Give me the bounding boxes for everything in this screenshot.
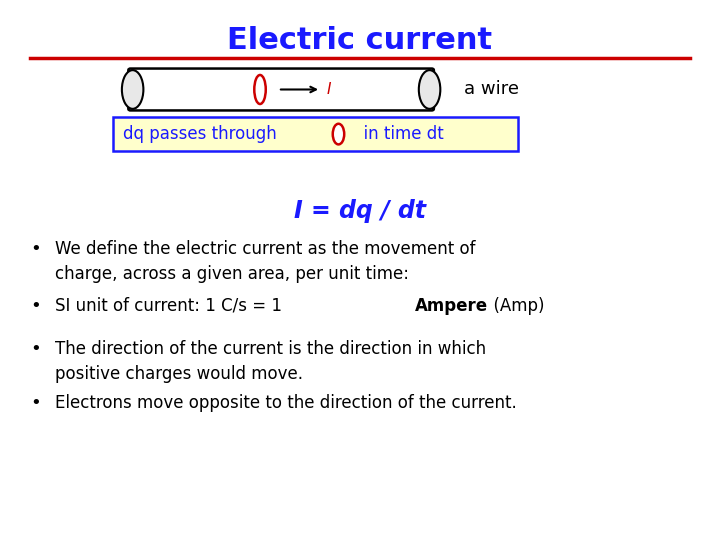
Text: Ampere: Ampere — [415, 297, 487, 315]
Text: in time dt: in time dt — [353, 125, 444, 143]
Text: SI unit of current: 1 C/s = 1: SI unit of current: 1 C/s = 1 — [55, 297, 287, 315]
Text: •: • — [30, 240, 41, 259]
Ellipse shape — [419, 70, 441, 109]
Text: •: • — [30, 394, 41, 411]
Text: a wire: a wire — [464, 80, 519, 98]
Ellipse shape — [333, 124, 344, 144]
Text: •: • — [30, 340, 41, 358]
Text: Electric current: Electric current — [228, 25, 492, 55]
Text: •: • — [30, 297, 41, 315]
Ellipse shape — [122, 70, 143, 109]
Text: dq passes through: dq passes through — [123, 125, 282, 143]
Text: We define the electric current as the movement of
charge, across a given area, p: We define the electric current as the mo… — [55, 240, 476, 284]
Ellipse shape — [254, 75, 266, 104]
Text: The direction of the current is the direction in which
positive charges would mo: The direction of the current is the dire… — [55, 340, 486, 383]
FancyBboxPatch shape — [128, 69, 434, 111]
Text: (Amp): (Amp) — [483, 297, 545, 315]
Text: I = dq / dt: I = dq / dt — [294, 199, 426, 223]
FancyBboxPatch shape — [112, 117, 518, 151]
Text: I: I — [327, 82, 331, 97]
Text: Electrons move opposite to the direction of the current.: Electrons move opposite to the direction… — [55, 394, 517, 411]
